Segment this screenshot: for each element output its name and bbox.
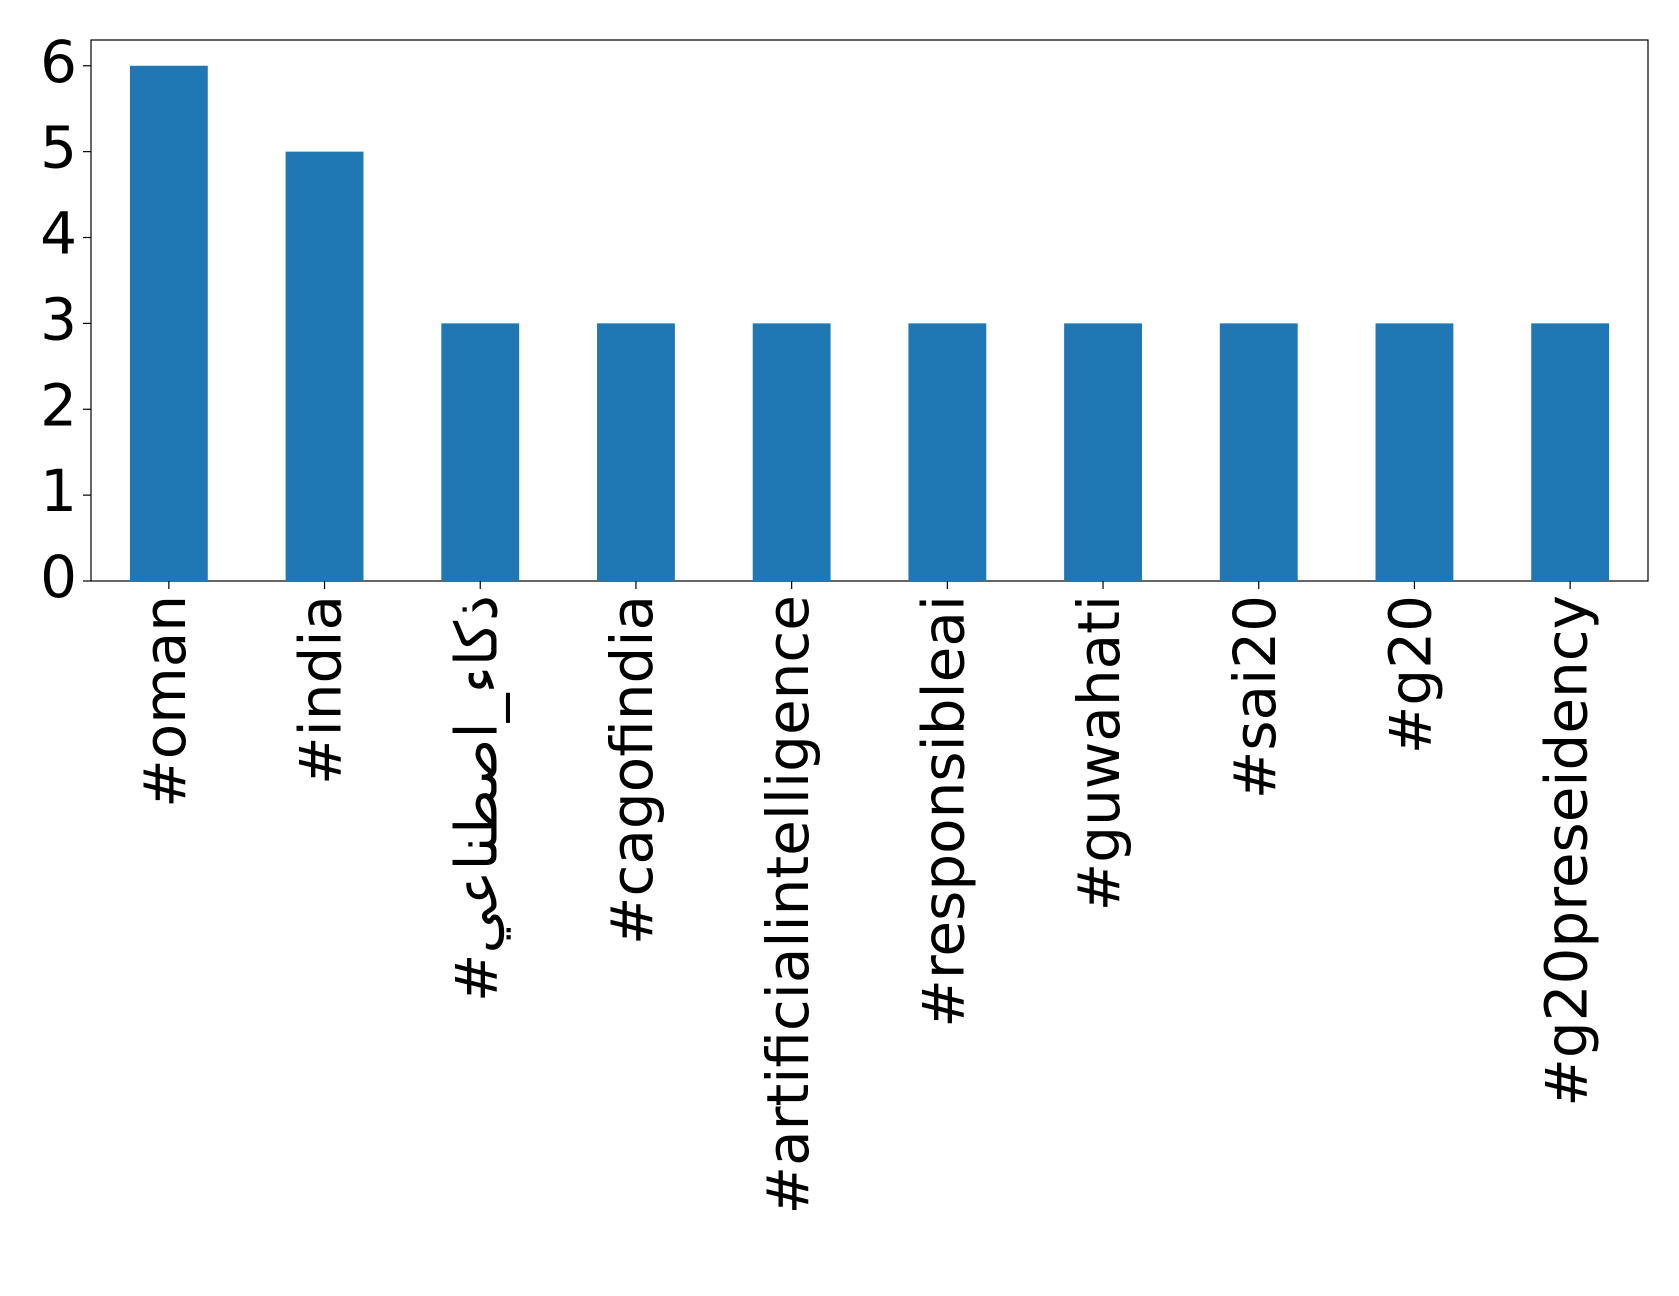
bar [752, 323, 831, 581]
bar [1219, 323, 1298, 581]
bar [285, 151, 364, 581]
bar [1531, 323, 1610, 581]
x-tick-label: #guwahati [1065, 595, 1133, 911]
bar [908, 323, 987, 581]
x-tick-label: #g20preseidency [1532, 595, 1600, 1107]
x-tick-label: #artificialintelligence [754, 595, 822, 1215]
x-tick-label: #responsibleai [909, 595, 977, 1028]
x-tick-label: #ذكاء_اصطناعي [442, 595, 511, 1002]
y-tick-label: 3 [40, 285, 77, 353]
bar [597, 323, 675, 581]
y-tick-label: 1 [40, 457, 77, 525]
bar [129, 65, 208, 581]
x-tick-label: #cagofindia [598, 595, 666, 945]
bar [441, 323, 520, 581]
x-tick-label: #g20 [1377, 595, 1445, 754]
bar [1375, 323, 1454, 581]
y-tick-label: 4 [40, 200, 77, 268]
y-tick-label: 2 [40, 371, 77, 439]
x-tick-label: #india [287, 595, 355, 785]
x-tick-label: #oman [131, 595, 199, 808]
bar [1064, 323, 1142, 581]
plot-frame [90, 39, 1649, 582]
y-tick-label: 0 [40, 543, 77, 611]
x-tick-label: #sai20 [1221, 595, 1289, 799]
y-tick-label: 5 [40, 114, 77, 182]
y-tick-label: 6 [40, 28, 77, 96]
